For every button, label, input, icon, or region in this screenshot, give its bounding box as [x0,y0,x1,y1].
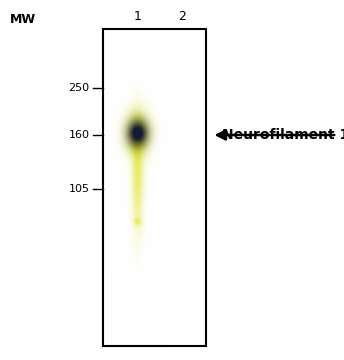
Text: 105: 105 [68,184,89,194]
Text: Neurofilament 160: Neurofilament 160 [222,128,344,142]
Text: MW: MW [10,13,36,26]
Text: 160: 160 [68,130,89,140]
FancyBboxPatch shape [103,29,206,346]
Text: 2: 2 [179,10,186,23]
Text: 1: 1 [134,10,141,23]
Text: 250: 250 [68,83,89,93]
